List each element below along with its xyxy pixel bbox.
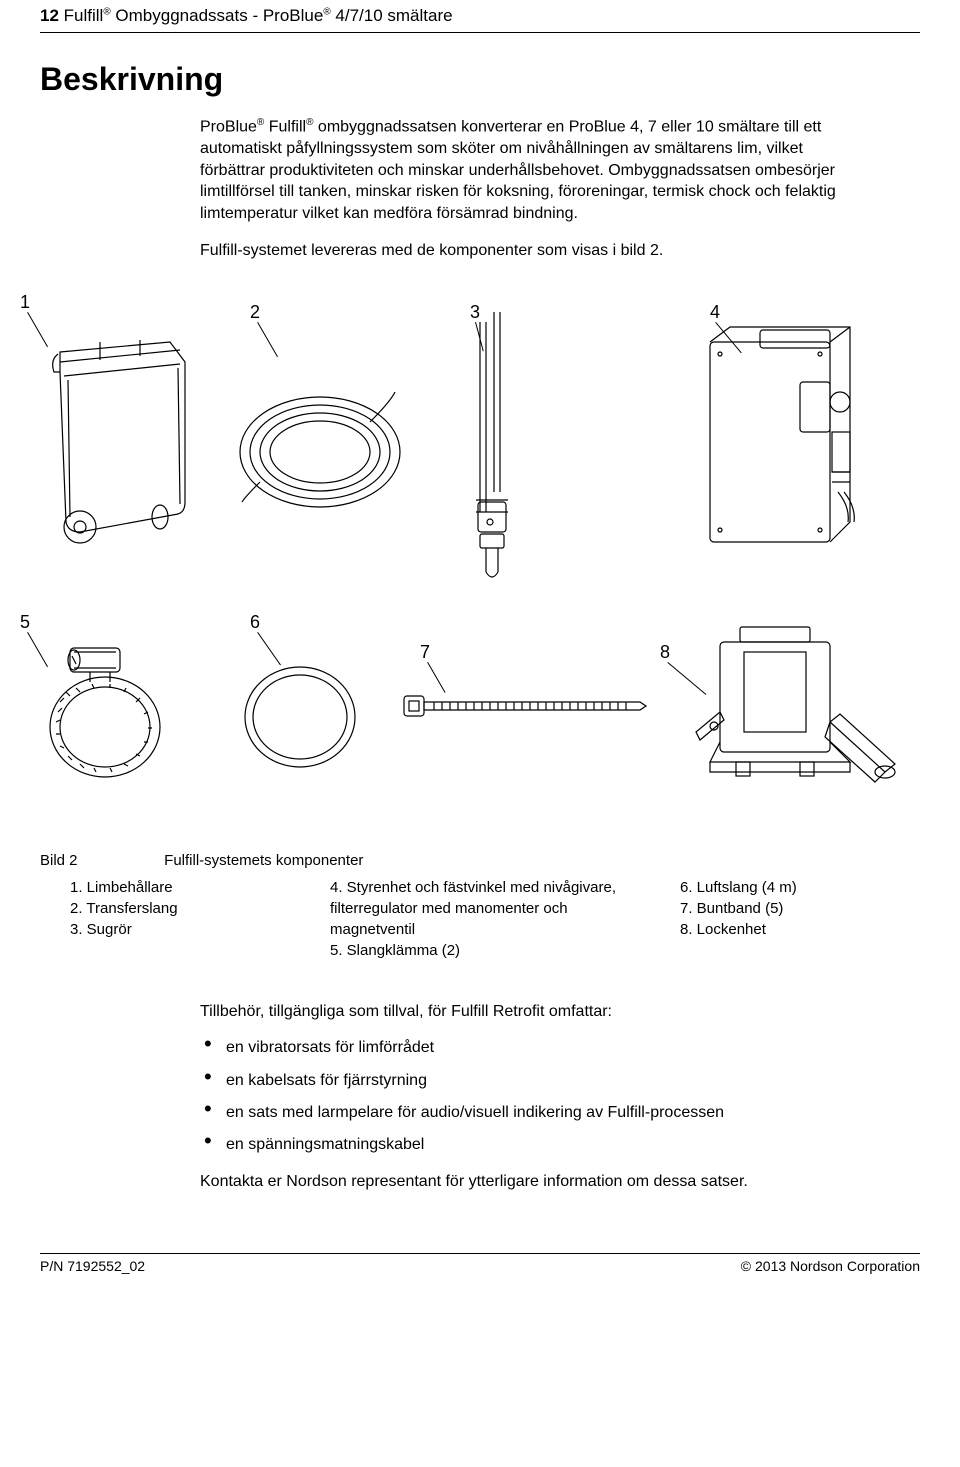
figure-2: 1 2 3 4 5 6 7 8	[40, 292, 920, 832]
accessories-lead: Tillbehör, tillgängliga som tillval, för…	[200, 1001, 880, 1023]
drawing-ring	[230, 652, 370, 782]
legend-item: 4. Styrenhet och fästvinkel med nivågiva…	[330, 877, 650, 940]
figure-caption: Bild 2 Fulfill-systemets komponenter 1. …	[40, 852, 920, 961]
callout-4: 4	[710, 302, 720, 323]
registered-mark: ®	[306, 117, 313, 128]
intro-text: ProBlue® Fulfill® ombyggnadssatsen konve…	[200, 116, 860, 262]
drawing-hose	[220, 352, 420, 532]
drawing-control-unit	[700, 322, 880, 562]
legend-item: 2. Transferslang	[70, 898, 300, 919]
intro-paragraph-1: ProBlue® Fulfill® ombyggnadssatsen konve…	[200, 116, 860, 224]
legend-item: 7. Buntband (5)	[680, 898, 880, 919]
page-title: Beskrivning	[40, 61, 920, 98]
header-text-1: Ombyggnadssats - ProBlue	[111, 6, 324, 25]
registered-mark: ®	[257, 117, 264, 128]
callout-7: 7	[420, 642, 430, 663]
callout-6: 6	[250, 612, 260, 633]
list-item: en kabelsats för fjärrstyrning	[200, 1070, 880, 1092]
legend-item: 8. Lockenhet	[680, 919, 880, 940]
legend-col-3: 6. Luftslang (4 m) 7. Buntband (5) 8. Lo…	[680, 877, 910, 961]
intro-brand-2: Fulfill	[269, 118, 306, 135]
legend-item: 1. Limbehållare	[70, 877, 300, 898]
intro-brand-1: ProBlue	[200, 118, 257, 135]
registered-mark: ®	[323, 6, 330, 17]
drawing-clamp	[30, 642, 180, 792]
intro-paragraph-2: Fulfill-systemet levereras med de kompon…	[200, 240, 860, 262]
header-text-2: 4/7/10 smältare	[331, 6, 453, 25]
callout-2: 2	[250, 302, 260, 323]
legend-item: 5. Slangklämma (2)	[330, 940, 650, 961]
page-number: 12	[40, 6, 59, 25]
legend-col-2: 4. Styrenhet och fästvinkel med nivågiva…	[330, 877, 680, 961]
callout-5: 5	[20, 612, 30, 633]
callout-1: 1	[20, 292, 30, 313]
registered-mark: ®	[103, 6, 110, 17]
drawing-bin	[40, 332, 200, 552]
legend-col-1: 1. Limbehållare 2. Transferslang 3. Sugr…	[40, 877, 330, 961]
accessories-list: en vibratorsats för limförrådet en kabel…	[200, 1037, 880, 1157]
list-item: en sats med larmpelare för audio/visuell…	[200, 1102, 880, 1124]
footer-copyright: © 2013 Nordson Corporation	[741, 1258, 920, 1274]
accessories-section: Tillbehör, tillgängliga som tillval, för…	[200, 1001, 880, 1193]
header-product-1: Fulfill	[64, 6, 104, 25]
list-item: en vibratorsats för limförrådet	[200, 1037, 880, 1059]
legend-item: 3. Sugrör	[70, 919, 300, 940]
footer-part-number: P/N 7192552_02	[40, 1258, 145, 1274]
callout-8: 8	[660, 642, 670, 663]
page-footer: P/N 7192552_02 © 2013 Nordson Corporatio…	[40, 1253, 920, 1274]
list-item: en spänningsmatningskabel	[200, 1134, 880, 1156]
legend-item: 6. Luftslang (4 m)	[680, 877, 880, 898]
page-header: 12 Fulfill® Ombyggnadssats - ProBlue® 4/…	[40, 0, 920, 33]
drawing-cable-tie	[400, 682, 650, 732]
caption-title: Fulfill-systemets komponenter	[164, 852, 363, 869]
caption-label: Bild 2	[40, 852, 160, 869]
drawing-probe	[450, 312, 530, 592]
accessories-trailer: Kontakta er Nordson representant för ytt…	[200, 1171, 880, 1193]
drawing-lid-unit	[690, 622, 900, 802]
